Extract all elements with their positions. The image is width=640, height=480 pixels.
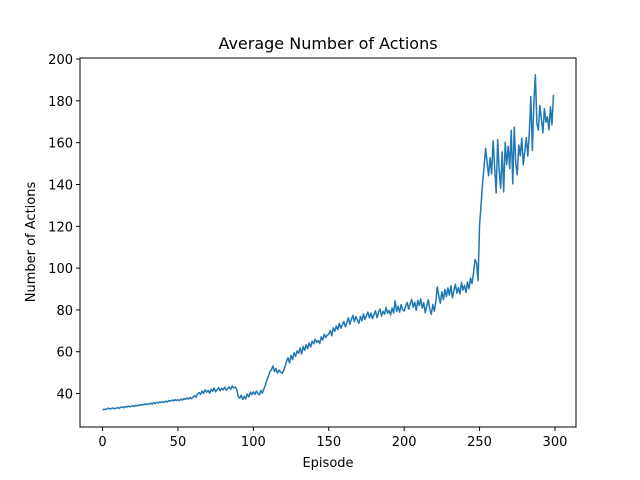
data-line — [102, 73, 555, 411]
y-tick-label: 100 — [48, 262, 73, 277]
y-tick-label: 40 — [56, 388, 73, 403]
y-tick-label: 160 — [48, 137, 73, 152]
y-tick-label: 180 — [48, 95, 73, 110]
y-tick-label: 80 — [56, 304, 73, 319]
x-axis-label: Episode — [302, 456, 353, 471]
y-tick-label: 200 — [48, 53, 73, 68]
y-tick-label: 60 — [56, 346, 73, 361]
x-tick-label: 250 — [467, 435, 492, 450]
x-tick-label: 0 — [98, 435, 106, 450]
axes-frame — [79, 57, 577, 428]
x-tick-label: 50 — [170, 435, 187, 450]
y-tick-label: 120 — [48, 220, 73, 235]
x-tick-label: 150 — [316, 435, 341, 450]
chart-title: Average Number of Actions — [218, 34, 437, 53]
y-axis-label: Number of Actions — [24, 182, 39, 303]
x-tick-label: 200 — [392, 435, 417, 450]
x-tick-label: 100 — [241, 435, 266, 450]
x-tick-label: 300 — [543, 435, 568, 450]
y-tick-label: 140 — [48, 178, 73, 193]
